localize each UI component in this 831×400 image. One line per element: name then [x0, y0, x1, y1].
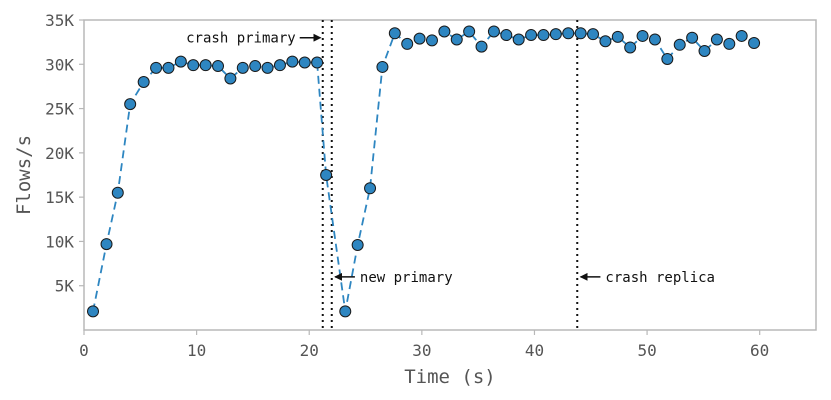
- x-tick-label: 40: [525, 341, 544, 360]
- x-axis-label: Time (s): [404, 366, 496, 388]
- data-point: [199, 59, 212, 72]
- data-point: [339, 305, 352, 318]
- data-point: [710, 33, 723, 46]
- data-point: [686, 31, 699, 44]
- data-point: [723, 37, 736, 50]
- x-tick-label: 20: [300, 341, 319, 360]
- y-tick-label: 5K: [55, 277, 75, 296]
- data-point: [599, 35, 612, 48]
- data-point: [487, 25, 500, 38]
- data-point: [401, 37, 414, 50]
- y-tick-label: 20K: [45, 144, 74, 163]
- y-tick-label: 30K: [45, 55, 74, 74]
- data-point: [549, 28, 562, 41]
- event-lines: [321, 20, 579, 330]
- data-point: [100, 238, 113, 251]
- data-point: [273, 59, 286, 72]
- y-ticks: 5K 10K 15K 20K 25K 30K 35K: [45, 11, 84, 296]
- data-point: [748, 37, 761, 50]
- data-point: [624, 41, 637, 54]
- plot-frame: [83, 19, 817, 331]
- data-point: [364, 182, 377, 195]
- data-point: [673, 38, 686, 51]
- annotation-label: crash primary: [186, 31, 296, 47]
- data-point: [450, 33, 463, 46]
- data-point: [320, 169, 333, 181]
- data-point: [661, 52, 674, 65]
- data-point: [698, 45, 711, 57]
- data-point: [500, 29, 513, 42]
- data-point: [124, 98, 137, 111]
- data-point: [212, 60, 225, 73]
- data-point: [475, 40, 488, 53]
- data-point: [162, 61, 175, 74]
- data-point: [636, 29, 649, 42]
- data-point: [611, 30, 624, 43]
- data-points: [87, 25, 761, 318]
- data-point: [525, 29, 538, 42]
- data-point: [286, 55, 299, 68]
- data-point: [388, 27, 401, 40]
- x-tick-label: 60: [750, 341, 769, 360]
- x-tick-label: 0: [79, 341, 89, 360]
- data-point: [413, 32, 426, 45]
- y-tick-label: 35K: [45, 11, 74, 30]
- data-point: [425, 34, 438, 47]
- data-point: [562, 27, 575, 40]
- data-point: [137, 76, 150, 88]
- data-point: [249, 60, 262, 73]
- data-point: [261, 61, 274, 74]
- data-point: [87, 305, 100, 318]
- annotation-label: crash replica: [605, 270, 715, 286]
- data-point: [224, 72, 237, 85]
- data-point: [438, 25, 451, 38]
- data-point: [512, 33, 525, 46]
- x-ticks: 0 10 20 30 40 50 60: [79, 330, 769, 360]
- data-point: [735, 29, 748, 42]
- annotations: crash primary new primary crash replica: [186, 31, 715, 286]
- x-tick-label: 50: [637, 341, 656, 360]
- data-point: [463, 25, 476, 38]
- y-tick-label: 25K: [45, 100, 74, 119]
- y-tick-label: 15K: [45, 188, 74, 207]
- data-point: [298, 56, 311, 69]
- y-tick-label: 10K: [45, 232, 74, 251]
- data-point: [150, 61, 163, 74]
- data-point: [351, 238, 364, 251]
- data-point: [111, 186, 124, 199]
- y-axis-label: Flows/s: [13, 135, 35, 215]
- x-tick-label: 30: [412, 341, 431, 360]
- data-point: [236, 61, 249, 74]
- data-point: [376, 60, 389, 73]
- data-point: [587, 28, 600, 41]
- annotation-label: new primary: [360, 270, 453, 286]
- x-tick-label: 10: [187, 341, 206, 360]
- data-point: [187, 59, 200, 72]
- data-point: [648, 33, 661, 46]
- data-point: [537, 29, 550, 42]
- data-point: [311, 56, 324, 69]
- data-point: [574, 27, 587, 40]
- data-point: [174, 55, 187, 68]
